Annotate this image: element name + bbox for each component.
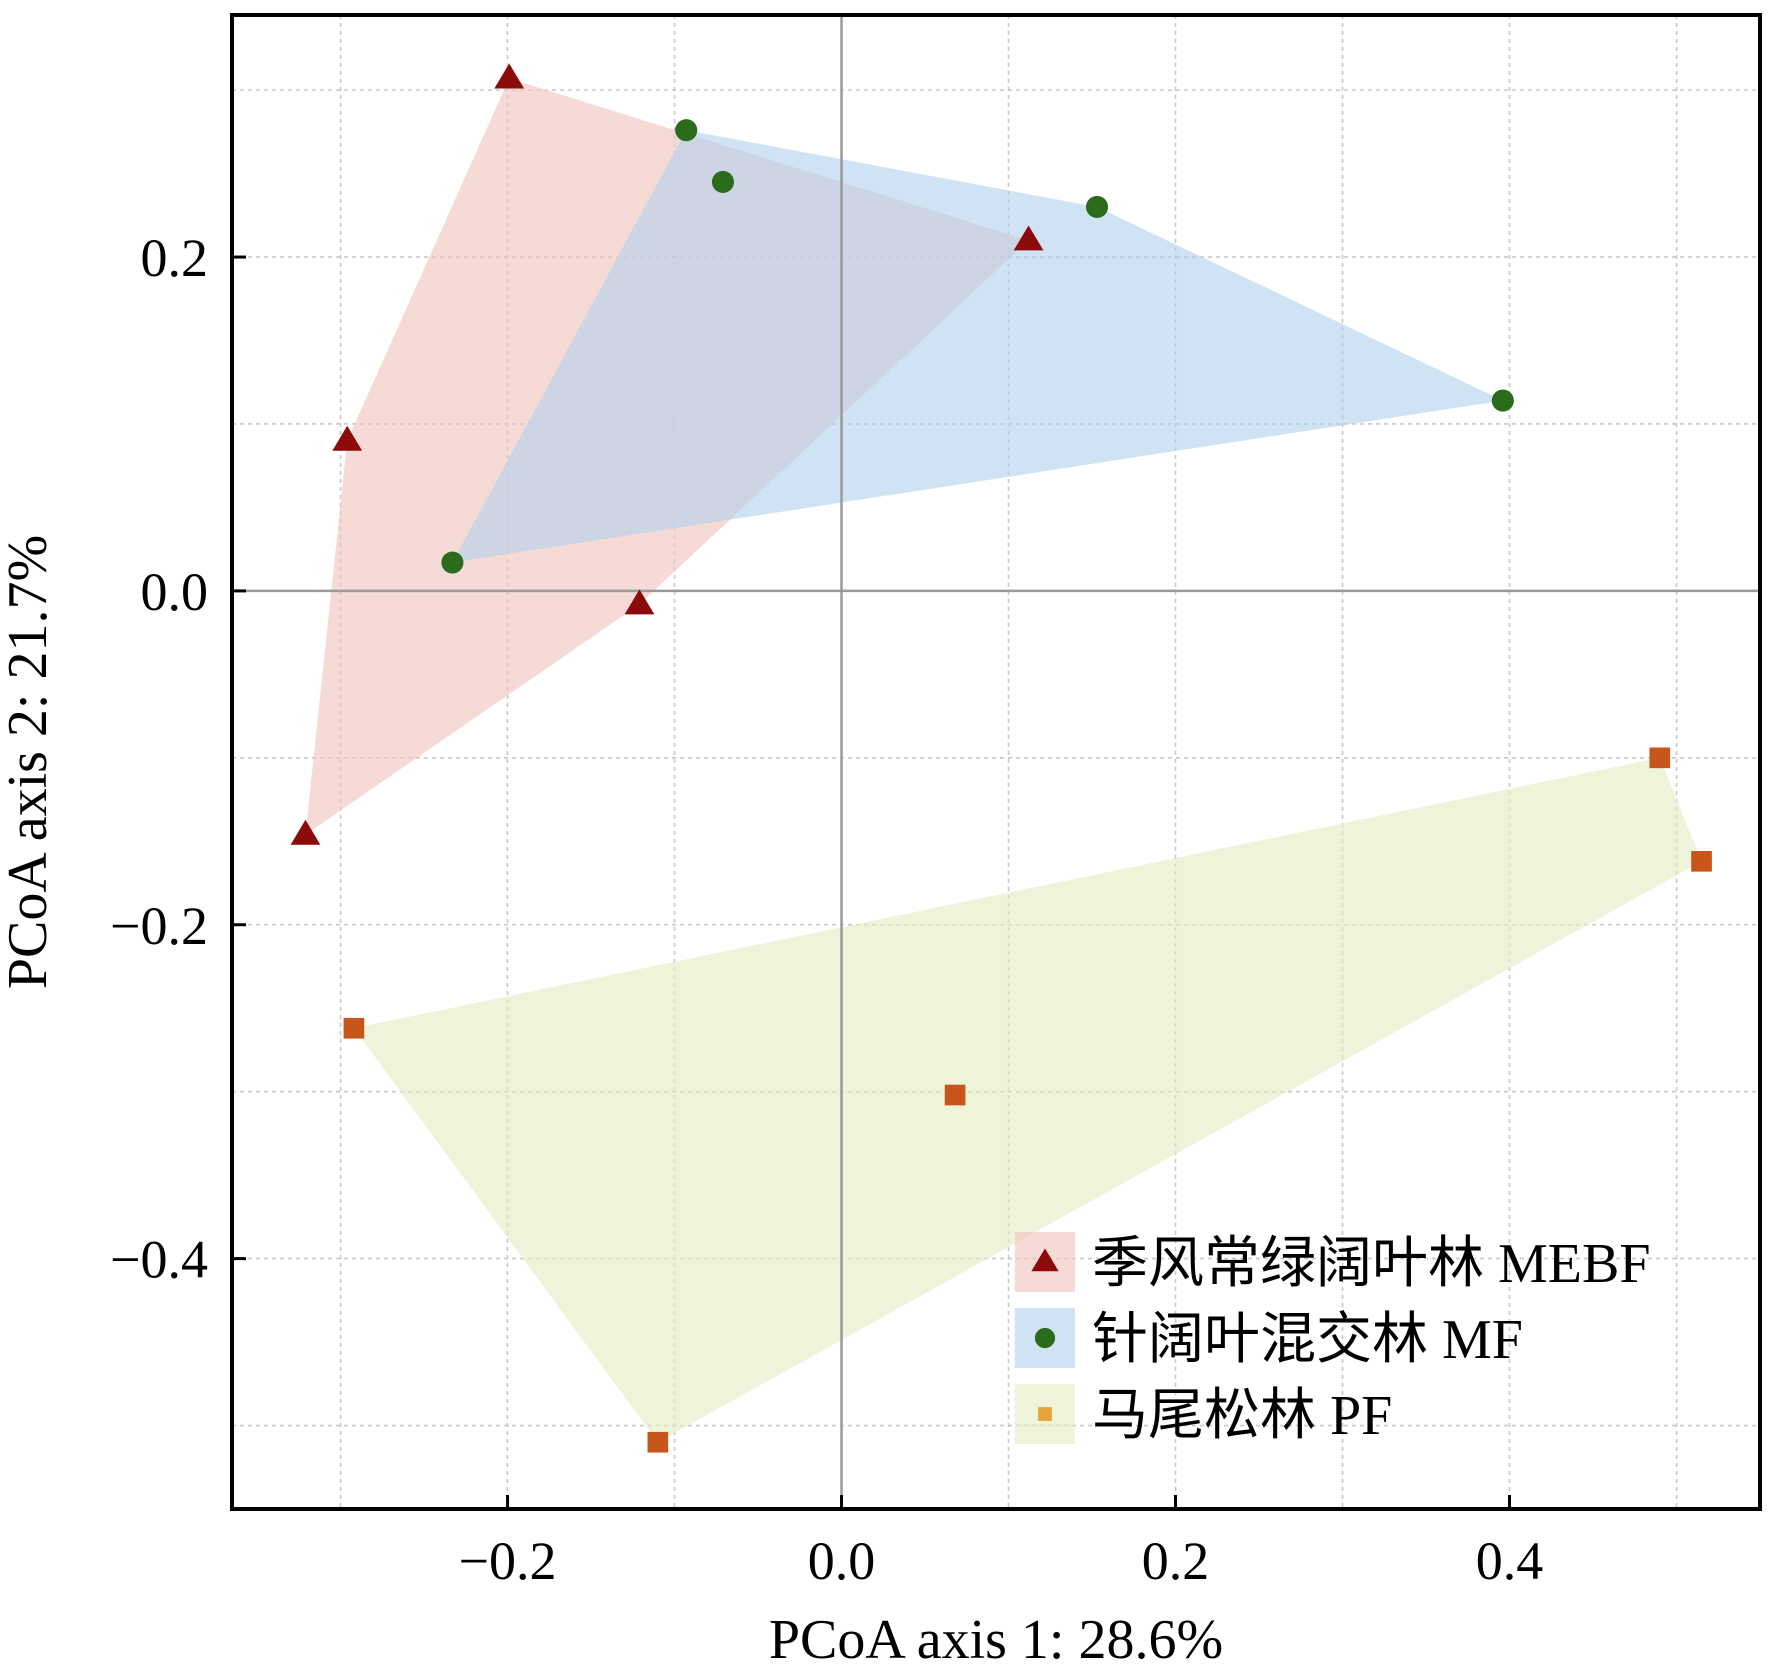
- y-tick-label: −0.4: [110, 1230, 208, 1290]
- data-point-series-1: [494, 63, 525, 89]
- x-tick-label: −0.2: [459, 1531, 557, 1591]
- legend-label-2: 针阔叶混交林 MF: [1092, 1309, 1523, 1371]
- plot-frame: [230, 13, 1762, 1511]
- x-tick-label: 0.4: [1476, 1531, 1544, 1591]
- y-axis-title: PCoA axis 2: 21.7%: [0, 535, 59, 989]
- legend-marker-2: [1034, 1327, 1056, 1349]
- y-tick-label: 0.2: [141, 228, 209, 288]
- hull-layer: [305, 78, 1702, 1443]
- data-point-series-2: [675, 119, 698, 142]
- x-axis-title: PCoA axis 1: 28.6%: [769, 1609, 1223, 1668]
- data-point-series-3: [647, 1431, 669, 1453]
- data-point-series-1: [1013, 225, 1044, 251]
- tick-layer: −0.2 0.0 0.2 0.4 −0.4 −0.2 0.0 0.2: [110, 228, 1543, 1591]
- data-point-series-3: [343, 1017, 365, 1039]
- point-layer: [290, 63, 1712, 1453]
- data-point-series-2: [711, 170, 735, 193]
- legend-marker-3: [1038, 1407, 1052, 1421]
- legend-label-1: 季风常绿阔叶林 MEBF: [1092, 1233, 1651, 1295]
- legend-label-3: 马尾松林 PF: [1092, 1385, 1392, 1447]
- x-tick-label: 0.0: [808, 1531, 876, 1591]
- data-point-series-1: [332, 425, 363, 451]
- data-point-series-1: [290, 819, 321, 845]
- data-point-series-3: [944, 1084, 966, 1106]
- legend: 季风常绿阔叶林 MEBF 针阔叶混交林 MF 马尾松林 PF: [1015, 1232, 1651, 1447]
- hull-polygon-3: [353, 757, 1702, 1443]
- reference-lines: [232, 15, 1760, 1509]
- data-point-series-3: [1649, 747, 1671, 769]
- data-point-series-2: [441, 551, 464, 574]
- y-tick-label: −0.2: [110, 896, 208, 956]
- data-point-series-2: [1085, 195, 1109, 219]
- y-tick-label: 0.0: [141, 562, 209, 622]
- hull-polygon-2: [452, 130, 1503, 563]
- data-point-series-1: [624, 589, 655, 615]
- data-point-series-2: [1491, 389, 1514, 412]
- x-tick-label: 0.2: [1142, 1531, 1210, 1591]
- legend-marker-1: [1031, 1248, 1059, 1272]
- data-point-series-3: [1691, 851, 1712, 872]
